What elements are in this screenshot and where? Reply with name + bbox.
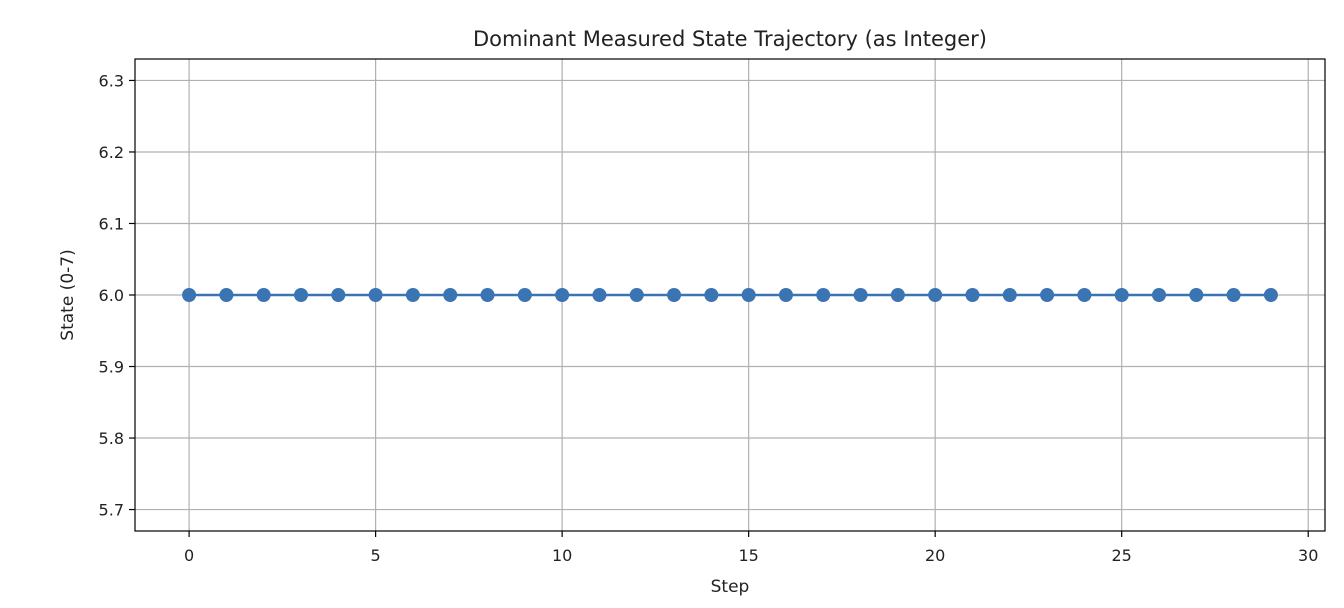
y-tick-label: 6.3 bbox=[99, 71, 124, 90]
data-point bbox=[443, 288, 458, 302]
data-point bbox=[592, 288, 607, 302]
data-point bbox=[816, 288, 831, 302]
data-point bbox=[667, 288, 682, 302]
series-layer bbox=[182, 288, 1278, 302]
y-axis-label: State (0-7) bbox=[58, 249, 78, 340]
data-point bbox=[1151, 288, 1166, 302]
y-tick-label: 6.1 bbox=[99, 214, 124, 233]
y-tick-label: 5.9 bbox=[99, 358, 124, 377]
data-point bbox=[853, 288, 868, 302]
data-point bbox=[219, 288, 234, 302]
data-point bbox=[480, 288, 495, 302]
x-tick-label: 25 bbox=[1112, 546, 1132, 565]
data-point bbox=[182, 288, 197, 302]
y-tick-label: 6.0 bbox=[99, 286, 124, 305]
chart-title: Dominant Measured State Trajectory (as I… bbox=[473, 27, 987, 51]
x-tick-label: 0 bbox=[184, 546, 194, 565]
data-point bbox=[629, 288, 644, 302]
data-point bbox=[331, 288, 346, 302]
y-axis: 5.7 5.8 5.9 6.0 6.1 6.2 6.3 bbox=[99, 71, 135, 520]
data-point bbox=[555, 288, 570, 302]
data-point bbox=[1002, 288, 1017, 302]
y-tick-label: 5.8 bbox=[99, 429, 124, 448]
x-tick-label: 10 bbox=[552, 546, 572, 565]
data-point bbox=[778, 288, 793, 302]
x-axis-label: Step bbox=[711, 577, 750, 597]
data-point bbox=[928, 288, 943, 302]
data-point bbox=[1189, 288, 1204, 302]
y-tick-label: 6.2 bbox=[99, 143, 124, 162]
data-point bbox=[368, 288, 383, 302]
data-point bbox=[704, 288, 719, 302]
x-tick-label: 15 bbox=[738, 546, 758, 565]
data-point bbox=[256, 288, 271, 302]
x-axis: 0 5 10 15 20 25 30 bbox=[184, 531, 1318, 565]
data-point bbox=[294, 288, 309, 302]
data-point bbox=[1077, 288, 1092, 302]
data-point bbox=[890, 288, 905, 302]
x-tick-label: 20 bbox=[925, 546, 945, 565]
data-point bbox=[1040, 288, 1055, 302]
data-point bbox=[1226, 288, 1241, 302]
y-tick-label: 5.7 bbox=[99, 501, 124, 520]
data-point bbox=[517, 288, 532, 302]
data-point bbox=[741, 288, 756, 302]
x-tick-label: 5 bbox=[371, 546, 381, 565]
data-point bbox=[1263, 288, 1278, 302]
data-point bbox=[965, 288, 980, 302]
x-tick-label: 30 bbox=[1298, 546, 1318, 565]
data-point bbox=[1114, 288, 1129, 302]
data-point bbox=[405, 288, 420, 302]
